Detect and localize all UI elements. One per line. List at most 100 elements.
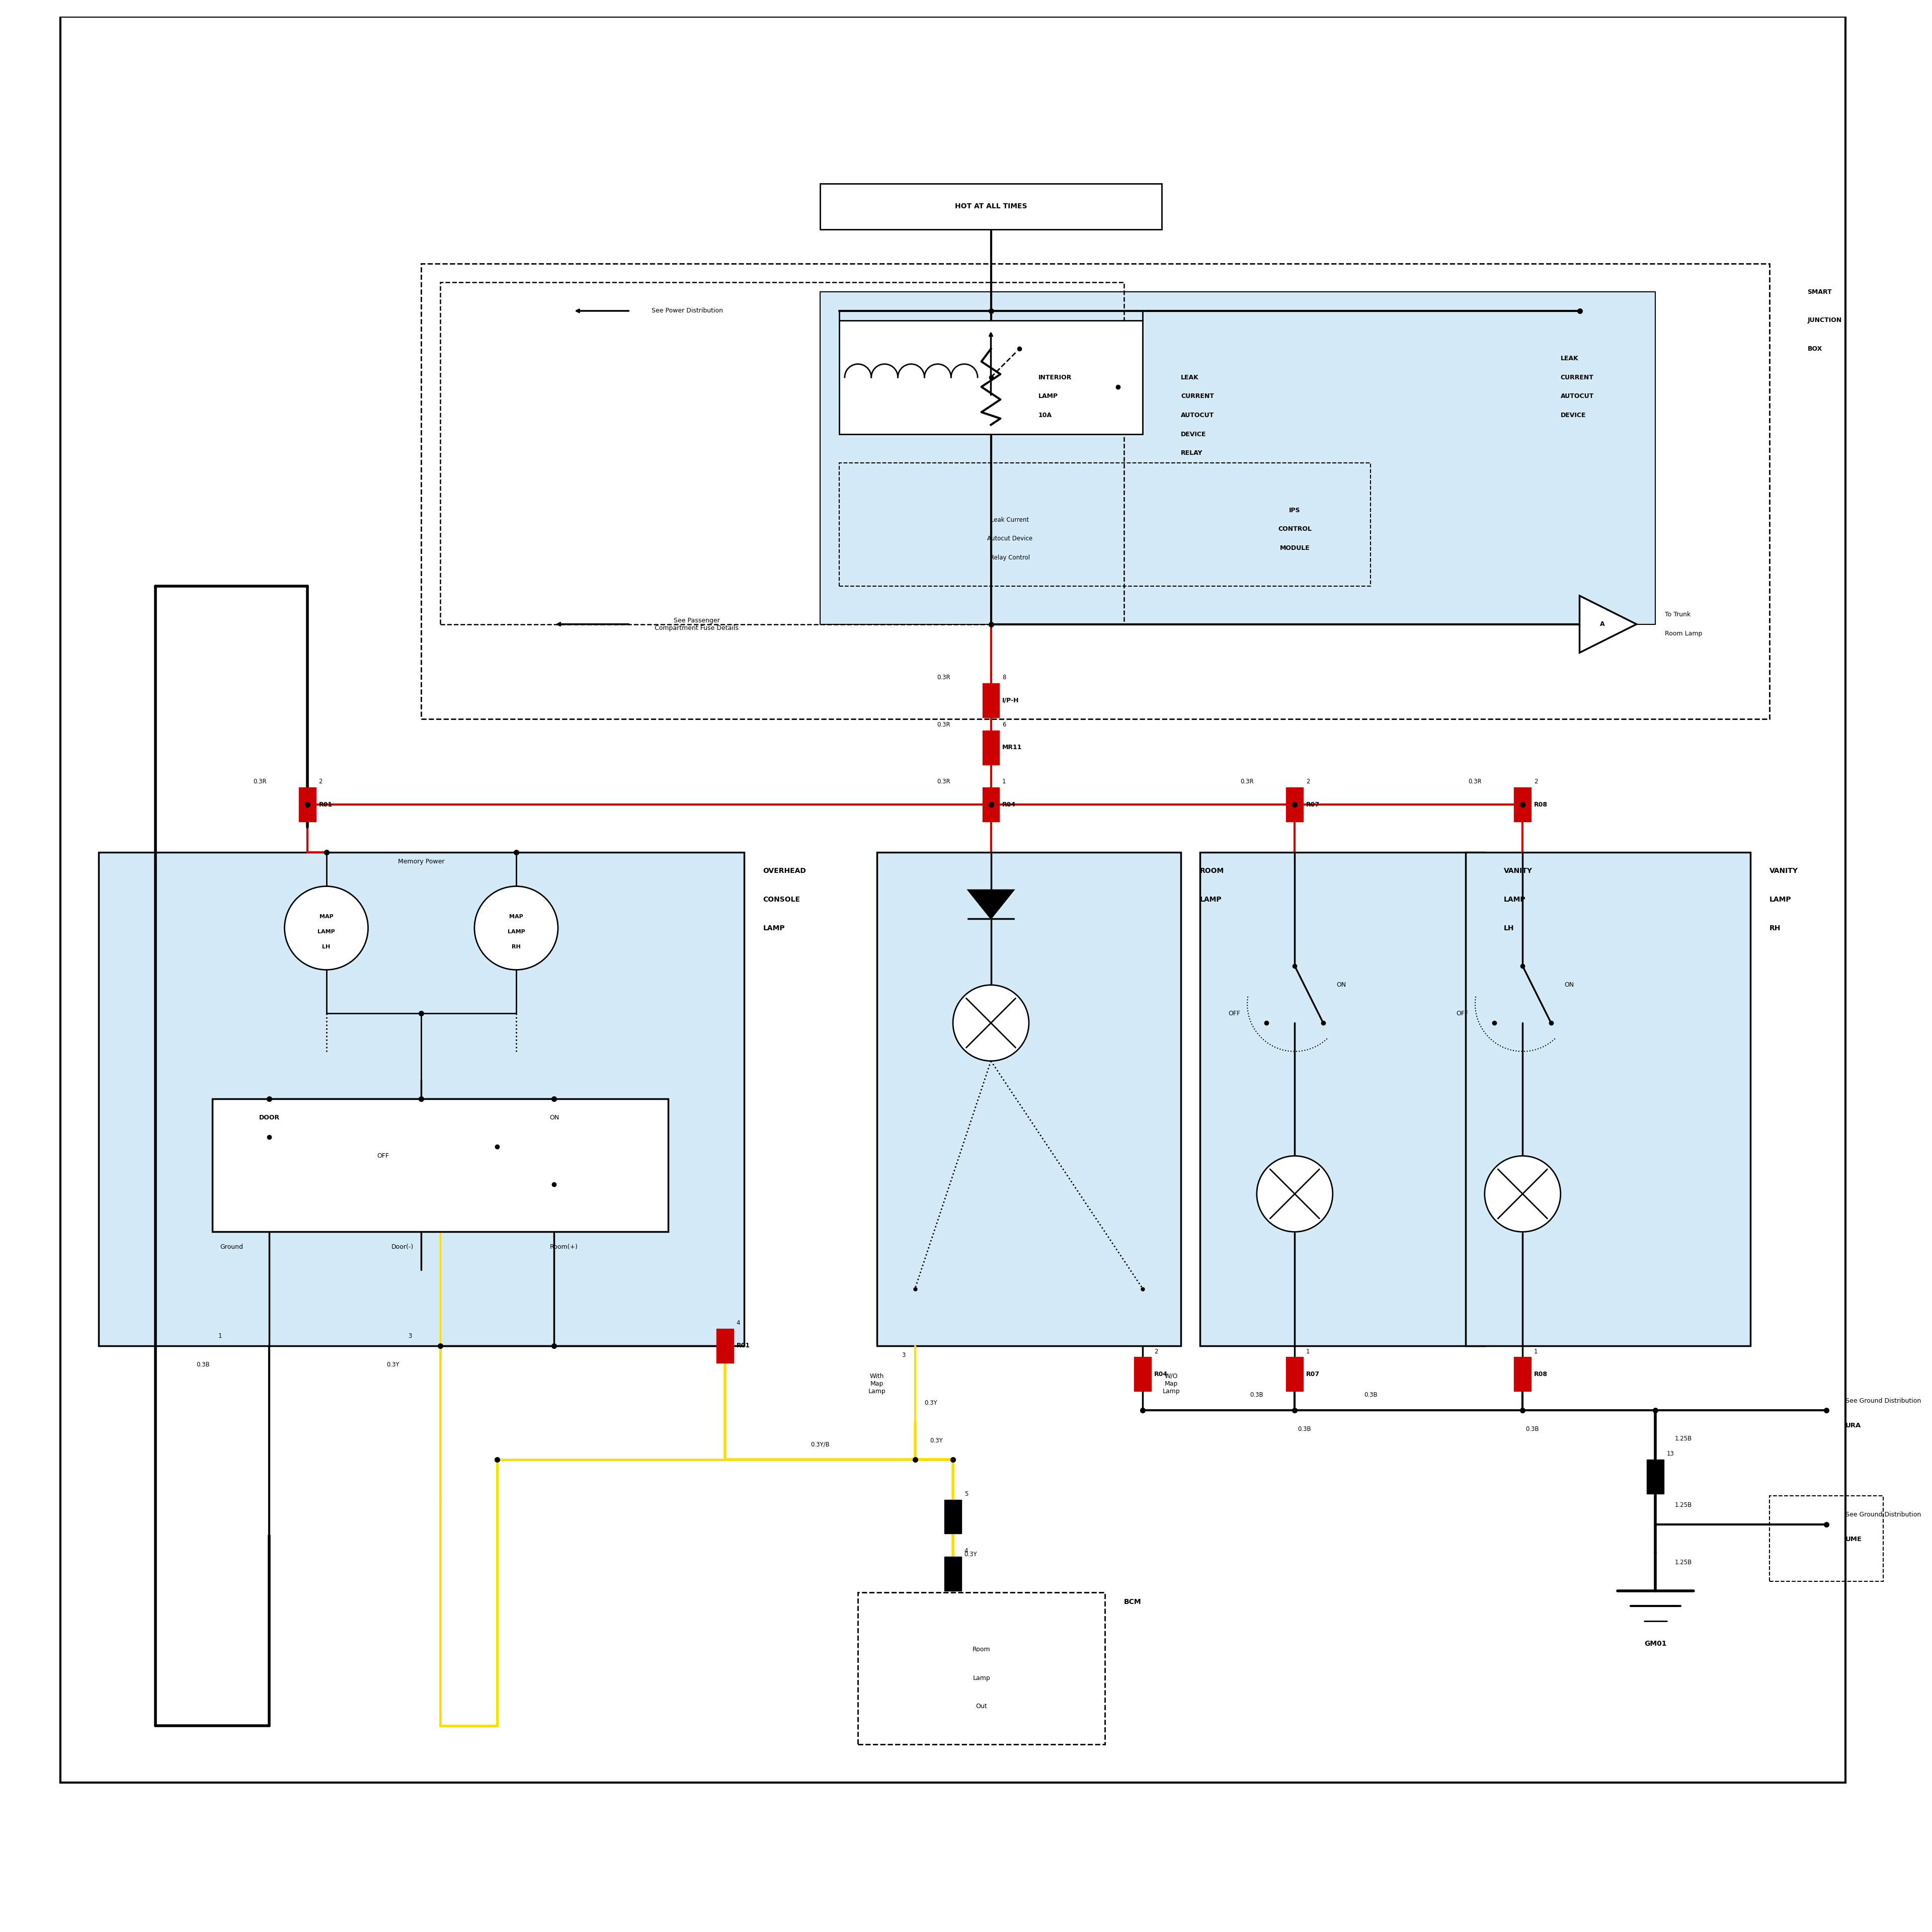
Circle shape	[1484, 1155, 1561, 1233]
Text: 1: 1	[218, 1333, 222, 1339]
Text: 3: 3	[408, 1333, 412, 1339]
Text: R04: R04	[1003, 802, 1016, 808]
Text: 0.3B: 0.3B	[1526, 1426, 1538, 1434]
Bar	[819, 184, 1161, 230]
Text: 1.25B: 1.25B	[1675, 1435, 1692, 1441]
Text: DEVICE: DEVICE	[1561, 412, 1586, 419]
Text: JUNCTION: JUNCTION	[1808, 317, 1841, 325]
Text: CURRENT: CURRENT	[1180, 392, 1213, 400]
Text: See Power Distribution: See Power Distribution	[651, 307, 723, 315]
Text: 10A: 10A	[1037, 412, 1053, 419]
Bar	[945, 1557, 962, 1590]
Text: LAMP: LAMP	[1200, 896, 1221, 902]
Bar	[421, 263, 1770, 719]
Text: LAMP: LAMP	[1037, 392, 1059, 400]
Text: MAP: MAP	[510, 914, 524, 920]
Bar	[299, 788, 315, 821]
Circle shape	[475, 887, 558, 970]
Text: With
Map
Lamp: With Map Lamp	[867, 1374, 885, 1395]
Text: 2: 2	[1306, 779, 1310, 784]
Text: GM01: GM01	[1644, 1640, 1667, 1648]
Text: R08: R08	[1534, 1372, 1548, 1378]
Text: ON: ON	[1337, 981, 1347, 989]
Text: 3: 3	[902, 1352, 906, 1358]
Text: LEAK: LEAK	[1561, 355, 1578, 361]
Bar	[99, 852, 744, 1347]
Text: 5: 5	[964, 1492, 968, 1497]
Text: 0.3R: 0.3R	[1468, 779, 1482, 784]
Text: 0.3Y/B: 0.3Y/B	[811, 1441, 829, 1447]
Text: ROOM: ROOM	[1200, 867, 1225, 875]
Text: 4: 4	[736, 1320, 740, 1325]
Bar	[1134, 1356, 1151, 1391]
Text: OVERHEAD: OVERHEAD	[763, 867, 806, 875]
Text: LAMP: LAMP	[763, 925, 784, 931]
Text: 2: 2	[1153, 1349, 1157, 1354]
Bar	[945, 1499, 962, 1534]
Text: 0.3R: 0.3R	[937, 779, 951, 784]
Text: R01: R01	[736, 1343, 750, 1349]
Text: Room(+): Room(+)	[549, 1244, 578, 1250]
Bar	[1287, 1356, 1304, 1391]
Text: 2: 2	[1534, 779, 1538, 784]
Text: Room Lamp: Room Lamp	[1665, 630, 1702, 638]
Text: ON: ON	[549, 1115, 558, 1121]
Bar	[838, 464, 1370, 585]
Text: LEAK: LEAK	[1180, 375, 1198, 381]
Text: 1.25B: 1.25B	[1675, 1501, 1692, 1509]
Text: CONTROL: CONTROL	[1277, 526, 1312, 533]
Text: R04: R04	[1153, 1372, 1167, 1378]
Text: URA: URA	[1845, 1422, 1861, 1430]
Text: CURRENT: CURRENT	[1561, 375, 1594, 381]
Text: Autocut Device: Autocut Device	[987, 535, 1032, 543]
Text: AUTOCUT: AUTOCUT	[1180, 412, 1213, 419]
Polygon shape	[1580, 595, 1636, 653]
Text: SMART: SMART	[1808, 288, 1832, 296]
Text: 0.3Y: 0.3Y	[923, 1399, 937, 1406]
Text: I/P-H: I/P-H	[1003, 697, 1020, 703]
Text: 0.3R: 0.3R	[937, 721, 951, 728]
Text: CONSOLE: CONSOLE	[763, 896, 800, 902]
Text: UME: UME	[1845, 1536, 1862, 1544]
Text: M02-C: M02-C	[964, 1571, 987, 1577]
Text: R07: R07	[1306, 1372, 1320, 1378]
Bar	[1466, 852, 1750, 1347]
Bar	[838, 321, 1144, 435]
Text: 1: 1	[1306, 1349, 1310, 1354]
Text: R07: R07	[1306, 802, 1320, 808]
Text: 1: 1	[1003, 779, 1007, 784]
Text: 0.3R: 0.3R	[253, 779, 267, 784]
Text: 2: 2	[319, 779, 323, 784]
Bar	[1646, 1461, 1663, 1493]
Text: MR11: MR11	[1667, 1474, 1687, 1480]
Text: LAMP: LAMP	[1503, 896, 1526, 902]
Text: LAMP: LAMP	[508, 929, 526, 935]
Text: See Passenger
Compartment Fuse Details: See Passenger Compartment Fuse Details	[655, 616, 738, 632]
Text: See Ground Distribution: See Ground Distribution	[1845, 1511, 1920, 1519]
Text: 0.3Y: 0.3Y	[386, 1362, 400, 1368]
Text: IPS: IPS	[1289, 506, 1300, 514]
Text: 0.3B: 0.3B	[1298, 1426, 1312, 1434]
Text: RH: RH	[512, 945, 520, 949]
Bar	[877, 852, 1180, 1347]
Text: MODULE: MODULE	[1279, 545, 1310, 551]
Text: Room: Room	[972, 1646, 991, 1654]
Text: MR11: MR11	[964, 1513, 983, 1520]
Text: AUTOCUT: AUTOCUT	[1561, 392, 1594, 400]
Text: 0.3Y: 0.3Y	[929, 1437, 943, 1443]
Text: 1: 1	[1534, 1349, 1538, 1354]
Bar	[981, 788, 999, 821]
Text: 8: 8	[1003, 674, 1007, 680]
Text: INTERIOR: INTERIOR	[1037, 375, 1072, 381]
Text: 1.25B: 1.25B	[1675, 1559, 1692, 1565]
Circle shape	[284, 887, 369, 970]
Bar	[1287, 788, 1304, 821]
Text: 0.3R: 0.3R	[1240, 779, 1254, 784]
Text: Memory Power: Memory Power	[398, 858, 444, 866]
Text: RH: RH	[1770, 925, 1781, 931]
Bar	[1200, 852, 1484, 1347]
Text: Relay Control: Relay Control	[989, 554, 1030, 560]
Text: 4: 4	[964, 1548, 968, 1553]
Circle shape	[1256, 1155, 1333, 1233]
Text: LAMP: LAMP	[1770, 896, 1791, 902]
